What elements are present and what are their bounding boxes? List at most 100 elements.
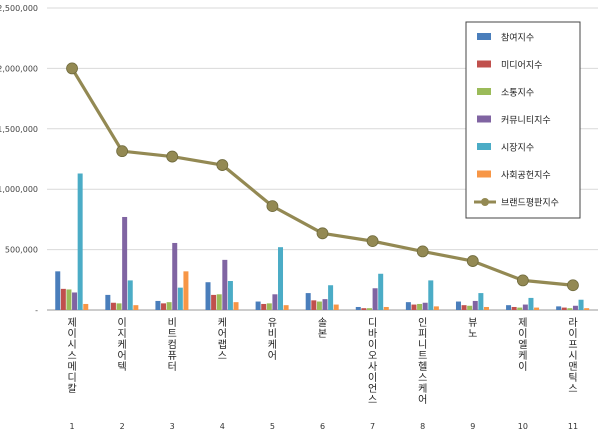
line-point-10 [516,274,529,287]
bar-4-11 [572,305,578,310]
bar-3-8 [417,303,423,310]
line-point-1 [66,62,78,75]
y-tick-label: 500,000 [5,246,38,255]
bar-5-1 [77,173,83,310]
line-point-7 [366,235,379,248]
legend-swatch-1 [477,33,491,40]
bar-2-4 [211,294,217,310]
bar-6-4 [233,302,239,310]
bar-6-2 [133,305,139,310]
bar-2-5 [261,303,267,310]
legend-label-3: 소통지수 [501,88,534,99]
bar-6-1 [83,303,89,310]
category-number-6: 6 [320,422,325,431]
legend-label-5: 시장지수 [501,143,534,154]
category-number-9: 9 [470,422,475,431]
bar-5-5 [278,247,284,310]
legend-swatch-5 [477,143,491,150]
legend-swatch-6 [477,170,491,178]
y-tick-label: 2,500,000 [0,4,38,13]
bar-4-1 [72,292,78,310]
bar-3-1 [66,289,72,310]
bar-1-10 [506,305,512,310]
y-tick-labels: - 500,000 1,000,000 1,500,000 2,000,000 2,500… [0,4,38,315]
legend-label-7: 브랜드평판지수 [501,198,559,209]
bar-3-11 [567,308,573,310]
bar-6-11 [584,308,590,310]
legend-swatch-4 [477,115,491,123]
bar-5-10 [528,297,534,310]
bar-4-9 [472,300,478,310]
y-tick-label: - [35,306,38,315]
bar-1-5 [255,301,261,310]
bar-3-9 [467,305,473,310]
legend-label-1: 참여지수 [501,32,534,44]
bar-1-1 [55,271,61,310]
bar-3-3 [166,302,172,310]
bar-2-10 [511,306,517,310]
line-point-5 [266,200,279,213]
bar-5-2 [127,280,133,310]
category-number-11: 11 [568,422,578,431]
line-point-8 [416,245,429,258]
legend-line-marker [481,198,489,206]
category-labels: 제 이 시 스 메 디 칼 1 이 지 케 어 텍 2 비 트 컴 퓨 터 3 케 어 랩 스 4 유 비 케 어 5 솔 본 6 디 바 이 오 사 이 언… [67,317,578,431]
category-number-3: 3 [170,422,175,431]
bar-4-6 [322,299,328,310]
legend-swatch-3 [477,88,491,95]
bar-1-6 [305,293,311,310]
bar-3-6 [316,301,322,310]
bars [55,173,590,310]
bar-6-5 [283,305,289,310]
bar-6-6 [333,304,339,310]
legend-label-2: 미디어지수 [501,60,542,71]
bar-1-11 [556,306,562,310]
bar-3-10 [517,307,523,310]
bar-6-9 [483,306,489,310]
bar-2-7 [361,308,367,310]
bar-4-4 [222,259,228,310]
line-point-2 [116,145,129,158]
bar-1-8 [405,302,411,310]
bar-3-2 [116,303,122,310]
category-number-10: 10 [518,422,528,431]
legend-label-4: 커뮤니티지수 [501,115,551,126]
bar-4-7 [372,288,378,310]
line-point-3 [166,150,179,163]
bar-4-3 [172,242,178,310]
bar-5-9 [478,293,484,310]
bar-6-3 [183,271,189,310]
category-number-1: 1 [69,422,74,431]
bar-2-6 [311,300,317,310]
bar-6-7 [383,306,389,310]
category-number-7: 7 [370,422,375,431]
bar-3-7 [366,308,372,310]
bar-6-8 [433,306,439,310]
line-point-4 [216,159,229,171]
category-number-2: 2 [120,422,125,431]
category-number-8: 8 [420,422,425,431]
bar-3-5 [266,303,272,310]
bar-2-2 [110,302,116,310]
bar-5-11 [578,299,584,310]
legend-label-6: 사회공헌지수 [501,170,551,181]
category-number-5: 5 [270,422,275,431]
bar-6-10 [534,307,540,310]
bar-2-8 [411,304,417,310]
bar-5-6 [328,285,334,310]
line-point-9 [466,255,479,267]
bar-5-8 [428,280,434,310]
category-number-4: 4 [220,422,225,431]
bar-5-7 [378,273,384,310]
bar-1-4 [205,282,211,310]
bar-4-5 [272,294,278,310]
bar-1-3 [155,300,161,310]
